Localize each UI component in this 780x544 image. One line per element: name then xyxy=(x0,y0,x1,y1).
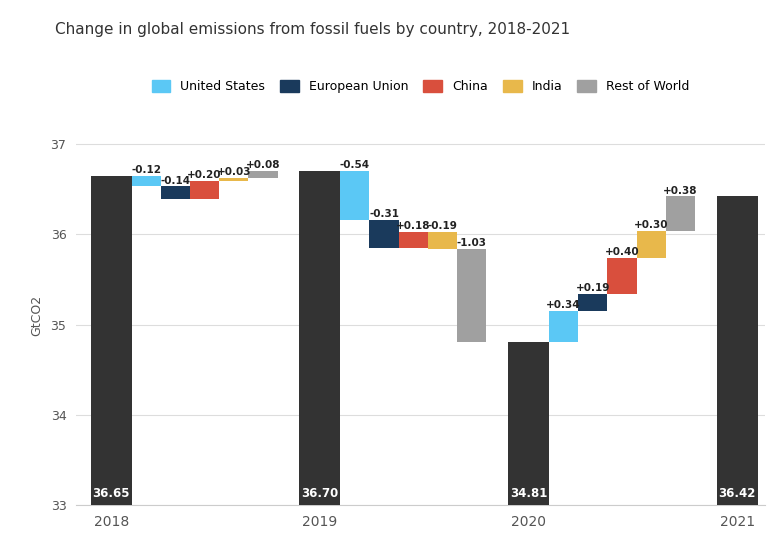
Text: +0.40: +0.40 xyxy=(604,247,640,257)
Bar xyxy=(578,294,608,311)
Text: +0.30: +0.30 xyxy=(634,220,668,230)
Text: -1.03: -1.03 xyxy=(456,238,487,248)
Bar xyxy=(340,171,370,220)
Bar xyxy=(161,187,190,199)
Bar xyxy=(636,231,666,258)
Text: -0.54: -0.54 xyxy=(340,160,370,170)
Text: -0.14: -0.14 xyxy=(161,176,190,186)
Bar xyxy=(608,258,636,294)
Text: +0.03: +0.03 xyxy=(217,168,251,177)
Bar xyxy=(132,176,161,187)
Bar xyxy=(666,196,695,231)
Text: +0.19: +0.19 xyxy=(576,283,610,293)
Bar xyxy=(370,220,399,248)
Text: -0.19: -0.19 xyxy=(427,221,457,231)
Text: 36.65: 36.65 xyxy=(92,487,130,500)
Bar xyxy=(549,311,578,342)
Bar xyxy=(190,181,219,199)
Bar xyxy=(219,178,248,181)
Text: 34.81: 34.81 xyxy=(510,487,548,500)
Text: +0.08: +0.08 xyxy=(246,160,280,170)
Bar xyxy=(399,232,428,248)
Text: 36.70: 36.70 xyxy=(301,487,339,500)
Bar xyxy=(508,342,549,505)
Legend: United States, European Union, China, India, Rest of World: United States, European Union, China, In… xyxy=(147,75,694,98)
Text: -0.31: -0.31 xyxy=(369,209,399,219)
Text: -0.12: -0.12 xyxy=(131,165,161,175)
Bar xyxy=(248,171,278,178)
Text: 36.42: 36.42 xyxy=(718,487,756,500)
Bar xyxy=(90,176,132,505)
Text: +0.34: +0.34 xyxy=(546,300,581,310)
Bar xyxy=(457,249,486,342)
Text: Change in global emissions from fossil fuels by country, 2018-2021: Change in global emissions from fossil f… xyxy=(55,22,569,37)
Y-axis label: GtCO2: GtCO2 xyxy=(30,295,44,336)
Bar xyxy=(428,232,457,249)
Text: +0.20: +0.20 xyxy=(187,170,222,180)
Text: +0.38: +0.38 xyxy=(663,186,697,195)
Bar xyxy=(300,171,340,505)
Bar xyxy=(717,196,757,505)
Text: +0.18: +0.18 xyxy=(396,221,431,231)
